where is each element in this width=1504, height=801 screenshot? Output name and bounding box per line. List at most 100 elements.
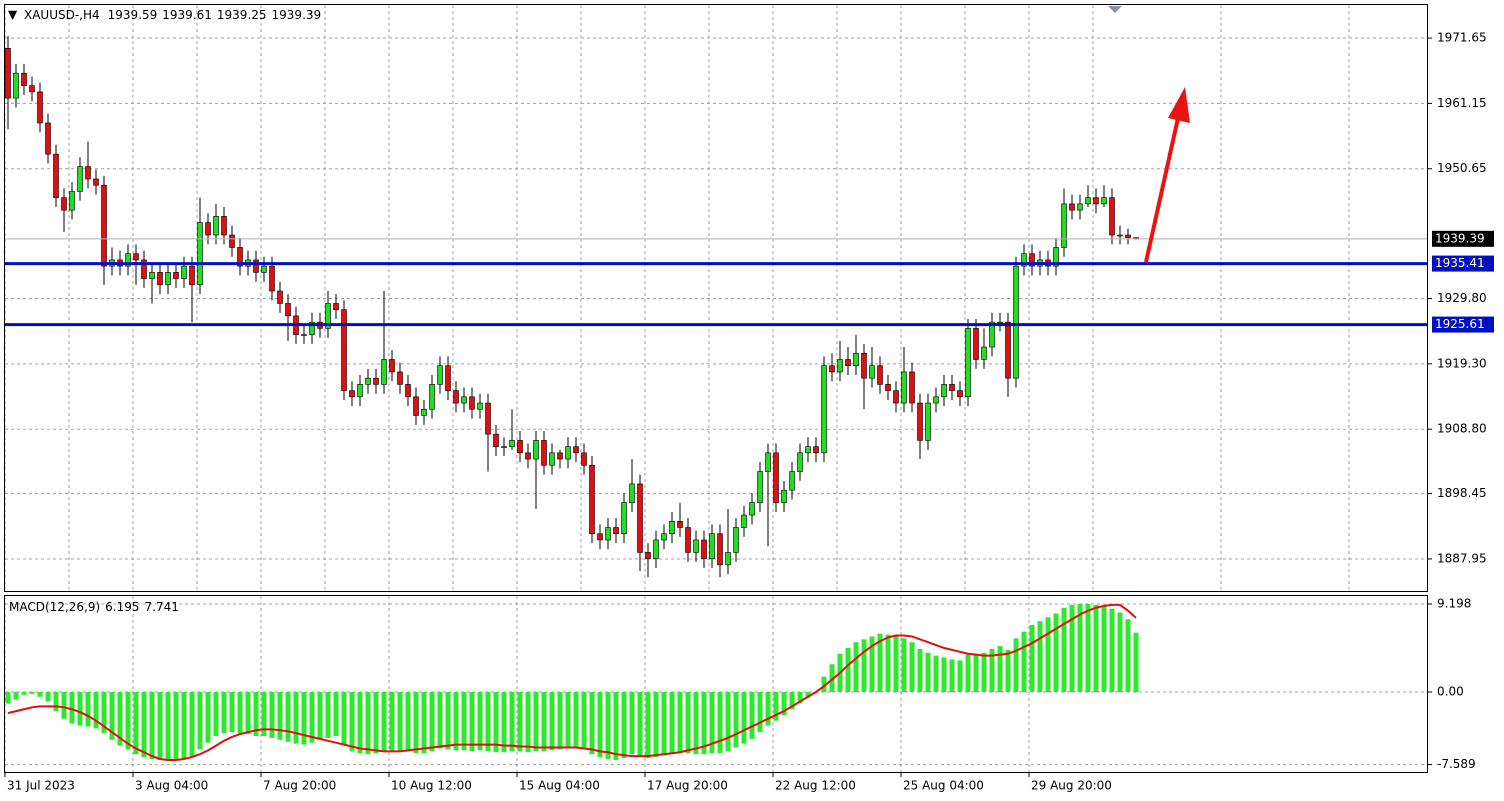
macd-bar: [701, 691, 707, 755]
candle-body: [829, 365, 835, 373]
macd-bar: [765, 691, 771, 726]
x-tick-label: 29 Aug 20:00: [1031, 779, 1112, 793]
macd-bar: [541, 691, 547, 752]
macd-bar: [933, 655, 939, 692]
macd-bar: [197, 691, 203, 750]
macd-bar: [557, 691, 563, 750]
symbol-header: XAUUSD-,H4 1939.59 1939.61 1939.25 1939.39: [24, 8, 321, 22]
macd-bar: [973, 654, 979, 692]
candle-body: [69, 191, 75, 211]
macd-bar: [493, 691, 499, 753]
y-tick-label: 1908.80: [1437, 422, 1487, 436]
candle-body: [813, 446, 819, 454]
macd-bar: [165, 691, 171, 761]
macd-bar: [149, 691, 155, 759]
macd-bar: [1085, 603, 1091, 692]
macd-bar: [405, 691, 411, 752]
level-badge: [1432, 255, 1494, 272]
candle-body: [173, 272, 179, 279]
macd-bar: [397, 691, 403, 751]
candle-body: [29, 85, 35, 93]
candle-body: [301, 334, 307, 336]
candle-body: [133, 253, 139, 261]
macd-bar: [117, 691, 123, 746]
macd-bar: [1013, 638, 1019, 692]
macd-bar: [109, 691, 115, 740]
macd-bar: [669, 691, 675, 754]
macd-bar: [1125, 619, 1131, 692]
last-price-badge: [1432, 230, 1494, 247]
candle-body: [13, 72, 19, 99]
y-tick-label: 1887.95: [1437, 551, 1487, 565]
candle-body: [61, 197, 67, 211]
macd-bar: [1101, 605, 1107, 692]
macd-bar: [77, 691, 83, 726]
candle-body: [197, 222, 203, 286]
candle-body: [997, 321, 1003, 324]
candle-body: [605, 527, 611, 541]
macd-bar: [909, 642, 915, 692]
macd-bar: [5, 691, 11, 704]
candle-body: [869, 365, 875, 379]
y-tick-label: 1898.45: [1437, 486, 1487, 500]
candle-body: [221, 216, 227, 236]
candle-body: [973, 328, 979, 360]
macd-bar: [741, 691, 747, 744]
candle-body: [453, 390, 459, 404]
candle-body: [677, 520, 683, 528]
macd-bar: [829, 664, 835, 692]
candle-body: [477, 402, 483, 410]
macd-bar: [685, 691, 691, 754]
candle-body: [5, 48, 11, 99]
macd-bar: [845, 647, 851, 692]
candle-body: [1061, 203, 1067, 248]
macd-bar: [413, 691, 419, 754]
candle-body: [1125, 234, 1131, 238]
macd-bar: [157, 691, 163, 760]
candle-body: [365, 377, 371, 385]
macd-bar: [989, 648, 995, 692]
candle-body: [725, 552, 731, 566]
y-tick-label: 1919.30: [1437, 356, 1487, 370]
macd-bar: [477, 691, 483, 751]
macd-bar: [965, 654, 971, 692]
grid-layer: [4, 5, 1427, 772]
macd-value: 6.195: [105, 600, 139, 614]
macd-bar: [725, 691, 731, 752]
macd-bar: [141, 691, 147, 758]
macd-bar: [621, 691, 627, 759]
candle-body: [533, 440, 539, 460]
x-tick-label: 25 Aug 04:00: [903, 779, 984, 793]
macd-bar: [221, 691, 227, 734]
macd-bar: [1077, 603, 1083, 692]
macd-bar: [317, 691, 323, 740]
macd-bar: [309, 691, 315, 743]
level-label: 1935.41: [1435, 256, 1485, 270]
macd-bar: [821, 676, 827, 692]
macd-bar: [853, 642, 859, 692]
candle-body: [229, 234, 235, 248]
macd-bar: [573, 691, 579, 749]
candle-body: [1077, 203, 1083, 211]
candle-body: [981, 346, 987, 360]
macd-bar: [253, 691, 259, 737]
macd-bar: [549, 691, 555, 751]
candle-body: [189, 265, 195, 286]
candle-body: [909, 371, 915, 404]
candle-body: [373, 377, 379, 385]
macd-bar: [173, 691, 179, 760]
macd-bar: [1053, 613, 1059, 692]
macd-bar: [1029, 624, 1035, 692]
macd-bar: [597, 691, 603, 758]
macd-bar: [733, 691, 739, 748]
macd-bar: [789, 691, 795, 710]
candle-body: [413, 396, 419, 416]
macd-bar: [517, 691, 523, 752]
candle-body: [717, 533, 723, 566]
macd-bar: [13, 691, 19, 700]
candle-body: [125, 253, 131, 267]
macd-bar: [1021, 631, 1027, 692]
macd-bar: [805, 691, 811, 698]
candle-body: [85, 166, 91, 180]
